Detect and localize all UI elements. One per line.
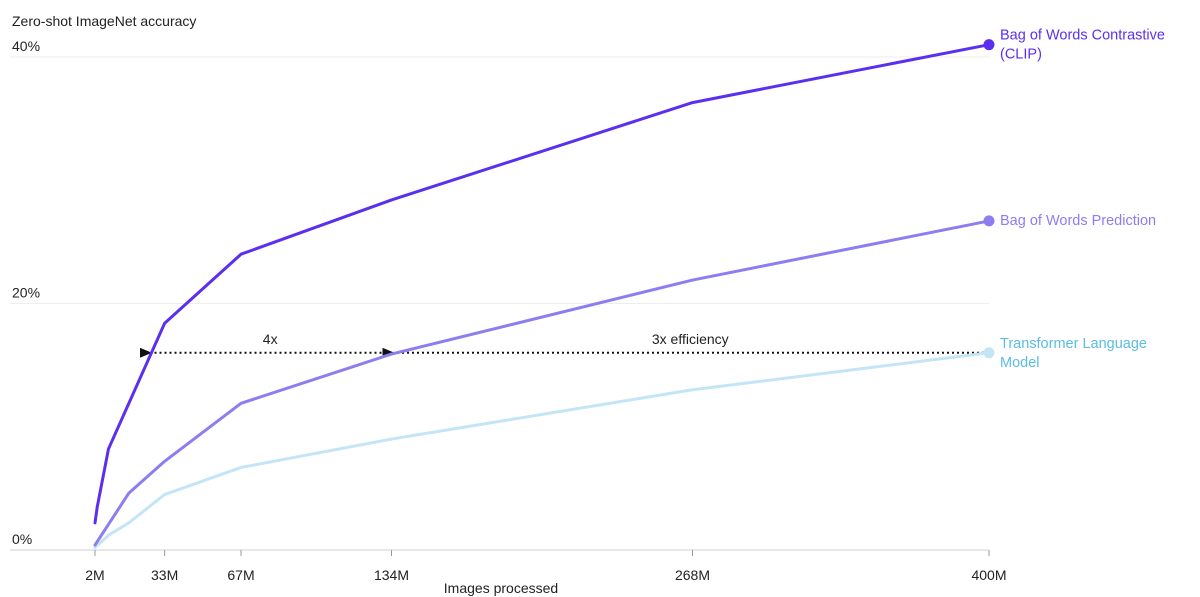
x-tick-label: 400M [971, 567, 1006, 583]
series-line-2 [93, 351, 991, 550]
series-end-point-1 [983, 215, 995, 227]
series-label: Bag of Words Contrastive [1000, 28, 1165, 44]
series-end-point-0 [983, 39, 995, 51]
series-line-0 [93, 43, 991, 525]
annotation-label: 3x efficiency [652, 331, 729, 347]
y-tick-label: 0% [12, 531, 32, 547]
series-end-point-2 [983, 347, 995, 359]
x-tick-label: 33M [151, 567, 178, 583]
annotation-label: 4x [263, 331, 278, 347]
y-axis: 0% 20% 40% [12, 38, 40, 547]
y-tick-label: 40% [12, 38, 40, 54]
series-group: Transformer Language Model Bag of Words Pr… [93, 28, 1165, 550]
y-axis-title: Zero-shot ImageNet accuracy [12, 13, 196, 29]
gridlines [10, 56, 989, 551]
series-label: Model [1000, 355, 1040, 371]
annotations: 4x 3x efficiency [139, 331, 989, 358]
x-tick-label: 67M [227, 567, 254, 583]
x-axis-title: Images processed [444, 580, 558, 596]
x-axis: 2M 33M 67M 134M 268M 400M [85, 550, 1007, 583]
x-tick-label: 268M [675, 567, 710, 583]
x-tick-label: 134M [374, 567, 409, 583]
series-label: (CLIP) [1000, 47, 1042, 63]
y-tick-label: 20% [12, 285, 40, 301]
series-label: Transformer Language [1000, 336, 1147, 352]
series-line-1 [93, 219, 991, 547]
x-tick-label: 2M [85, 567, 104, 583]
series-label: Bag of Words Prediction [1000, 213, 1156, 229]
